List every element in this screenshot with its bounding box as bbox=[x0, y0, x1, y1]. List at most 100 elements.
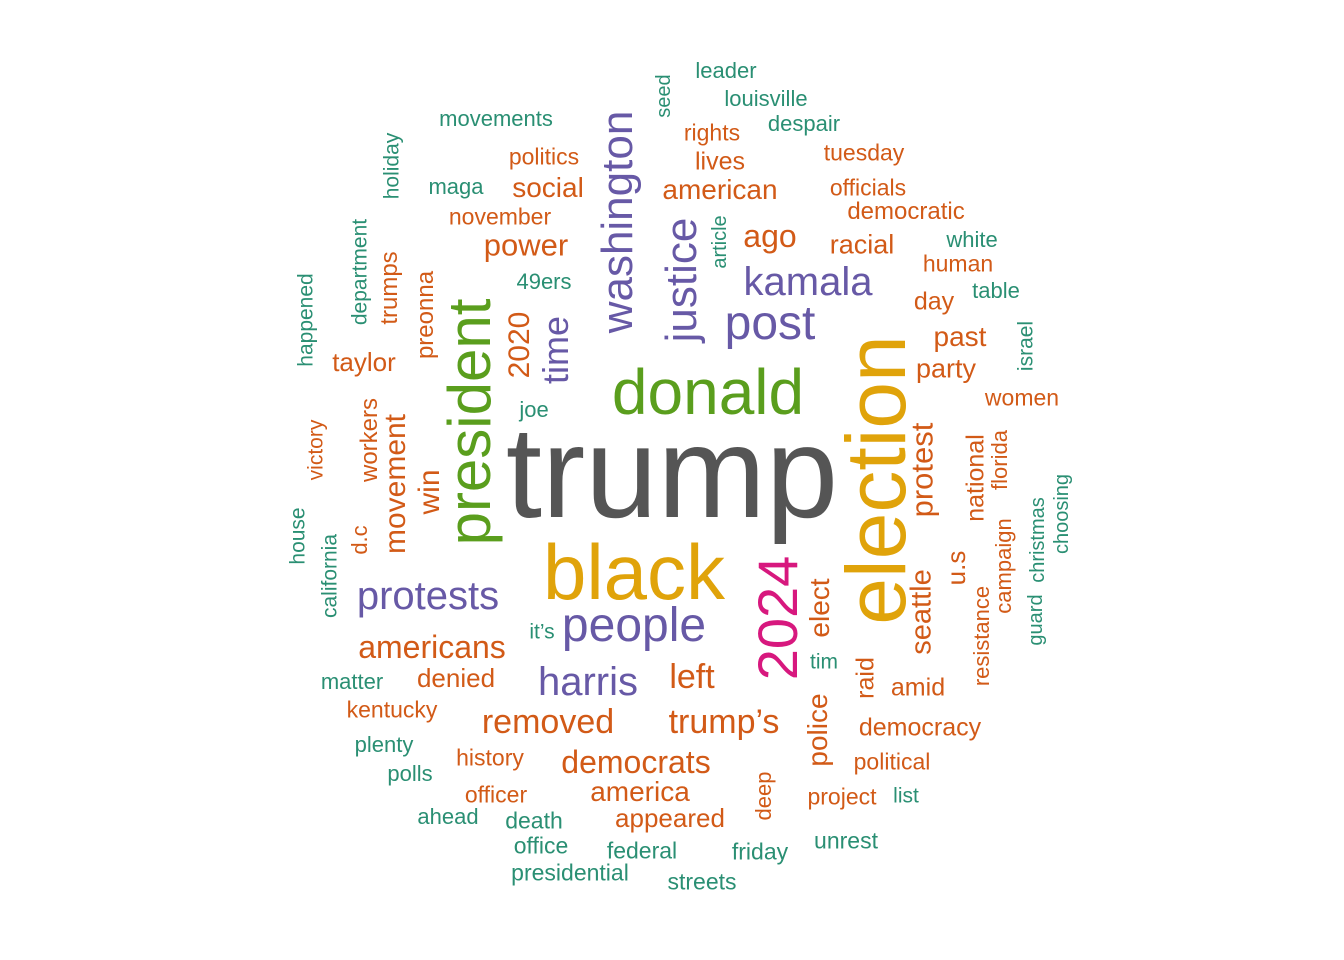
word-plenty: plenty bbox=[354, 732, 414, 757]
word-party: party bbox=[915, 353, 977, 384]
word-american: american bbox=[662, 174, 778, 205]
word-ahead: ahead bbox=[417, 804, 479, 829]
word-table: table bbox=[972, 278, 1020, 303]
word-2020: 2020 bbox=[503, 311, 536, 379]
word-seed: seed bbox=[653, 74, 675, 118]
word-it-s: it’s bbox=[529, 620, 555, 644]
word-trumps: trumps bbox=[376, 251, 403, 325]
word-house: house bbox=[286, 507, 310, 565]
word-past: past bbox=[933, 321, 987, 352]
word-police: police bbox=[802, 693, 833, 767]
word-polls: polls bbox=[387, 761, 433, 786]
word-denied: denied bbox=[416, 663, 496, 693]
word-taylor: taylor bbox=[332, 347, 396, 377]
word-death: death bbox=[505, 807, 563, 834]
word-joe: joe bbox=[519, 397, 549, 422]
word-americans: americans bbox=[358, 629, 506, 665]
word-women: women bbox=[984, 384, 1060, 411]
word-america: america bbox=[590, 776, 690, 807]
word-black: black bbox=[542, 528, 726, 616]
word-movement: movement bbox=[379, 413, 412, 555]
word-raid: raid bbox=[851, 657, 880, 699]
word-racial: racial bbox=[829, 229, 895, 260]
word-trump: trump bbox=[505, 399, 839, 545]
word-people: people bbox=[561, 599, 707, 652]
word-amid: amid bbox=[890, 673, 946, 702]
word-november: november bbox=[448, 203, 552, 230]
word-2024: 2024 bbox=[746, 555, 809, 681]
word-choosing: choosing bbox=[1051, 473, 1073, 555]
word-victory: victory bbox=[304, 419, 328, 481]
word-ago: ago bbox=[743, 218, 797, 254]
word-win: win bbox=[413, 469, 446, 515]
word-rights: rights bbox=[683, 119, 741, 146]
word-campaign: campaign bbox=[991, 518, 1016, 614]
word-day: day bbox=[913, 287, 955, 316]
word-democratic: democratic bbox=[847, 198, 965, 225]
word-preonna: preonna bbox=[412, 270, 439, 360]
word-political: political bbox=[853, 748, 931, 775]
word-happened: happened bbox=[294, 273, 318, 367]
word-post: post bbox=[724, 297, 816, 350]
word-streets: streets bbox=[667, 868, 737, 895]
word-guard: guard bbox=[1025, 594, 1047, 646]
word-list: list bbox=[893, 784, 919, 808]
word-removed: removed bbox=[481, 703, 615, 741]
word-harris: harris bbox=[537, 660, 639, 704]
word-social: social bbox=[512, 172, 584, 203]
word-officials: officials bbox=[829, 174, 907, 201]
word-protest: protest bbox=[904, 422, 940, 518]
word-leader: leader bbox=[695, 58, 757, 83]
word-maga: maga bbox=[428, 174, 484, 199]
word-holiday: holiday bbox=[380, 132, 404, 200]
word-california: california bbox=[318, 533, 342, 619]
word-left: left bbox=[669, 658, 715, 696]
word-federal: federal bbox=[606, 837, 678, 864]
word-donald: donald bbox=[611, 356, 805, 428]
word-protests: protests bbox=[356, 574, 500, 618]
word-presidential: presidential bbox=[511, 859, 629, 886]
word-article: article bbox=[709, 215, 731, 269]
word-department: department bbox=[348, 218, 372, 326]
word-tuesday: tuesday bbox=[823, 139, 905, 166]
word-movements: movements bbox=[439, 106, 553, 131]
word-justice: justice bbox=[657, 217, 706, 343]
word-officer: officer bbox=[464, 781, 528, 808]
word-power: power bbox=[483, 227, 569, 263]
word-friday: friday bbox=[731, 838, 789, 865]
word-elect: elect bbox=[804, 578, 835, 638]
word-matter: matter bbox=[320, 669, 384, 694]
word-seattle: seattle bbox=[905, 569, 938, 655]
word-appeared: appeared bbox=[615, 803, 725, 833]
word-president: president bbox=[436, 298, 503, 546]
word-resistance: resistance bbox=[969, 585, 994, 687]
word-florida: florida bbox=[987, 430, 1012, 490]
word-d-c: d.c bbox=[347, 525, 372, 555]
word-despair: despair bbox=[767, 111, 841, 136]
word-israel: israel bbox=[1014, 320, 1038, 372]
word-politics: politics bbox=[508, 143, 580, 170]
word-deep: deep bbox=[751, 771, 776, 821]
word-louisville: louisville bbox=[724, 86, 808, 111]
word-project: project bbox=[807, 783, 877, 810]
word-tim: tim bbox=[810, 650, 838, 674]
word-democracy: democracy bbox=[858, 713, 982, 742]
word-kamala: kamala bbox=[743, 260, 873, 304]
word-u-s: u.s bbox=[941, 550, 971, 586]
word-christmas: christmas bbox=[1027, 497, 1049, 583]
word-trump-s: trump’s bbox=[668, 703, 780, 741]
word-49ers: 49ers bbox=[516, 269, 572, 294]
word-time: time bbox=[535, 315, 576, 385]
word-kentucky: kentucky bbox=[346, 696, 438, 723]
word-national: national bbox=[961, 434, 990, 522]
word-democrats: democrats bbox=[561, 744, 711, 780]
word-office: office bbox=[513, 832, 569, 859]
word-washington: washington bbox=[593, 110, 642, 334]
word-workers: workers bbox=[356, 397, 383, 483]
word-lives: lives bbox=[694, 147, 746, 176]
word-white: white bbox=[946, 227, 998, 252]
word-human: human bbox=[922, 250, 994, 277]
word-unrest: unrest bbox=[814, 827, 878, 854]
word-history: history bbox=[456, 744, 524, 771]
